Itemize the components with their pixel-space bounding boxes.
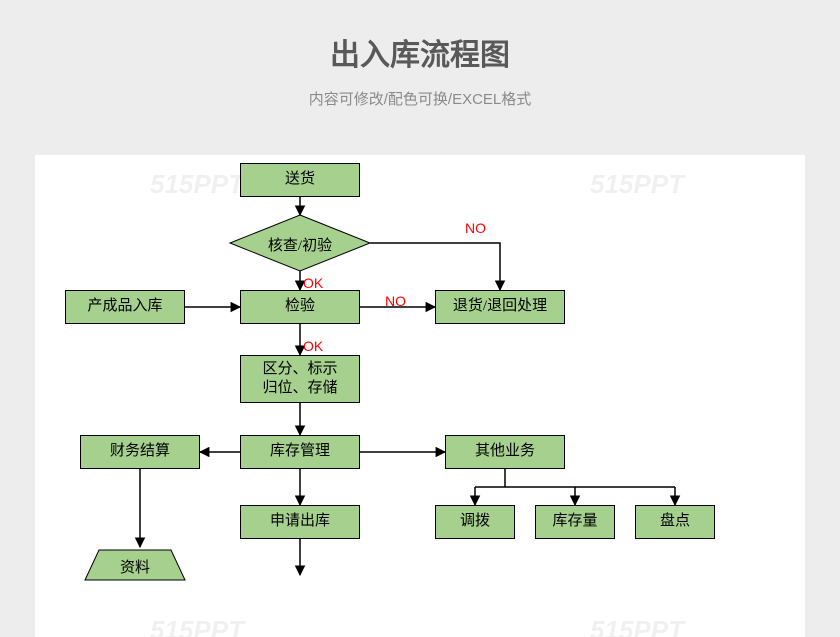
page-title: 出入库流程图 bbox=[0, 0, 840, 74]
node-chengpin: 产成品入库 bbox=[65, 290, 185, 324]
node-pandian: 盘点 bbox=[635, 505, 715, 539]
node-label-hecha: 核查/初验 bbox=[240, 234, 360, 255]
edge-label-hecha-jianyan: OK bbox=[303, 275, 323, 291]
node-caiwu: 财务结算 bbox=[80, 435, 200, 469]
flowchart-canvas: 515PPT515PPT515PPT515PPT送货核查/初验产成品入库检验退货… bbox=[35, 155, 805, 637]
node-kucun: 库存管理 bbox=[240, 435, 360, 469]
page-subtitle: 内容可修改/配色可换/EXCEL格式 bbox=[0, 88, 840, 109]
node-tuihuo: 退货/退回处理 bbox=[435, 290, 565, 324]
node-jianyan: 检验 bbox=[240, 290, 360, 324]
edge-label-hecha-tuihuo: NO bbox=[465, 220, 486, 236]
node-diaobo: 调拨 bbox=[435, 505, 515, 539]
node-label-ziliao: 资料 bbox=[75, 556, 195, 577]
node-songhuo: 送货 bbox=[240, 163, 360, 197]
node-qita: 其他业务 bbox=[445, 435, 565, 469]
edge-label-jianyan-tuihuo: NO bbox=[385, 293, 406, 309]
edge-hecha-tuihuo bbox=[370, 243, 500, 290]
page: 出入库流程图 内容可修改/配色可换/EXCEL格式 515PPT515PPT51… bbox=[0, 0, 840, 637]
edge-qita-fork bbox=[475, 469, 675, 487]
node-qufen: 区分、标示 归位、存储 bbox=[240, 355, 360, 403]
node-kucunl: 库存量 bbox=[535, 505, 615, 539]
node-shenqing: 申请出库 bbox=[240, 505, 360, 539]
edge-label-jianyan-qufen: OK bbox=[303, 338, 323, 354]
